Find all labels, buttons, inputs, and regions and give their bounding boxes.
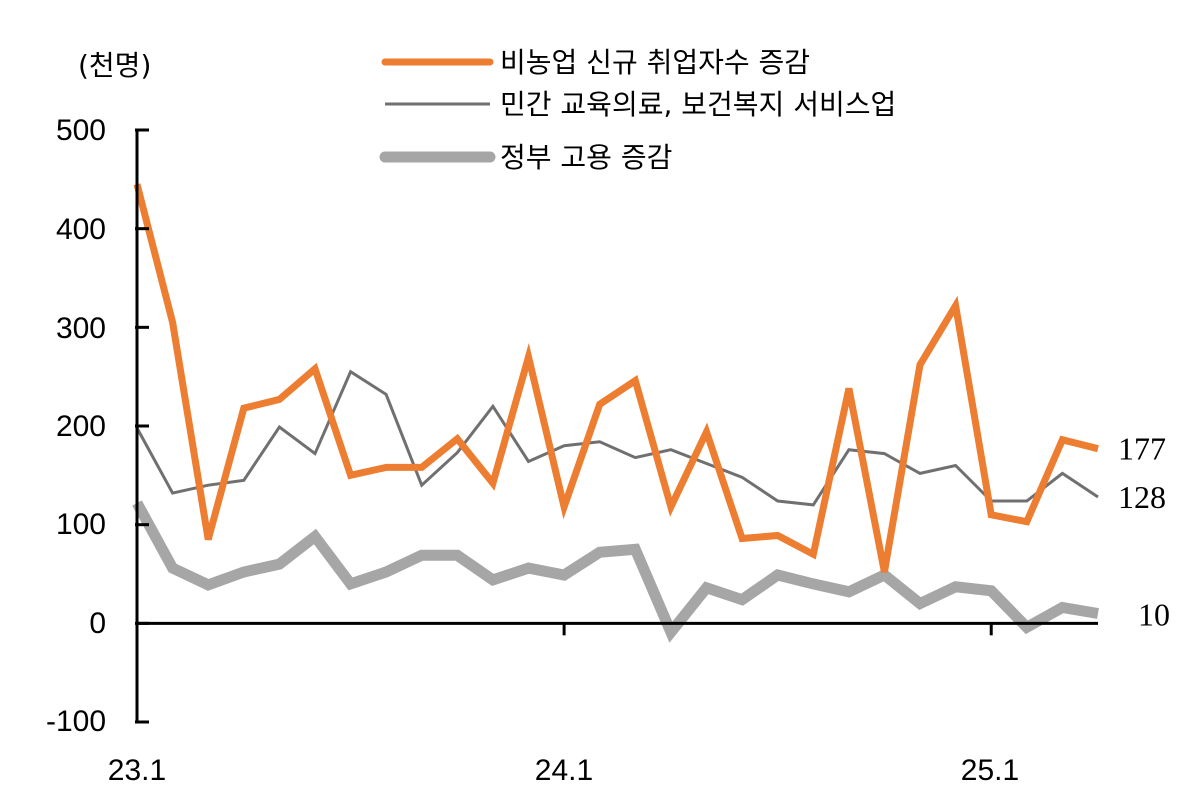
- legend-label-government: 정부 고용 증감: [500, 141, 672, 174]
- y-tick-label: 200: [56, 410, 106, 443]
- series-2: [132, 500, 1099, 643]
- x-tick-labels: 23.1 24.1 25.1: [108, 754, 1019, 787]
- y-unit-label: (천명): [78, 49, 151, 82]
- series-line: [132, 500, 1099, 643]
- x-tick-label: 25.1: [961, 754, 1019, 787]
- series-0: [133, 183, 1099, 573]
- x-tick-label: 23.1: [108, 754, 166, 787]
- y-tick-label: 0: [89, 607, 106, 640]
- x-tick-label: 24.1: [535, 754, 593, 787]
- y-tick-label: 500: [56, 114, 106, 147]
- y-tick-label: -100: [46, 705, 106, 738]
- legend-label-nonfarm: 비농업 신규 취업자수 증감: [500, 46, 810, 79]
- series-1: [135, 369, 1099, 507]
- end-label-private-health-edu: 128: [1118, 479, 1166, 515]
- y-tick-label: 400: [56, 213, 106, 246]
- legend: 비농업 신규 취업자수 증감 민간 교육의료, 보건복지 서비스업 정부 고용 …: [379, 46, 896, 174]
- legend-label-private-health-edu: 민간 교육의료, 보건복지 서비스업: [500, 88, 896, 121]
- end-labels: 177 128 10: [1118, 431, 1170, 633]
- axes-layer: [135, 128, 1098, 724]
- series-line: [133, 183, 1099, 573]
- y-tick-label: 100: [56, 508, 106, 541]
- end-label-government: 10: [1138, 597, 1170, 633]
- y-tick-labels: 500 400 300 200 100 0 -100: [46, 114, 106, 738]
- series-layer: [132, 183, 1099, 643]
- y-tick-label: 300: [56, 312, 106, 345]
- end-label-nonfarm: 177: [1118, 431, 1166, 467]
- series-line: [135, 369, 1099, 507]
